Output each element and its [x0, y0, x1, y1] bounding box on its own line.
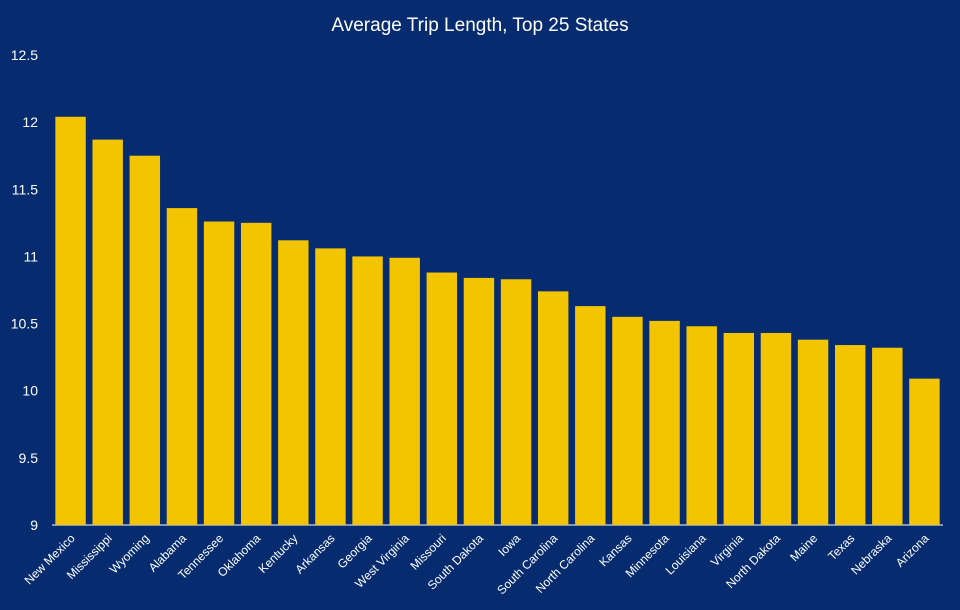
y-tick-label: 11.5: [12, 181, 38, 197]
y-tick-label: 9: [30, 517, 38, 533]
bar: [463, 277, 495, 525]
x-tick-label: Wyoming: [107, 531, 152, 576]
y-axis-tick-labels: 9 9.5 10 10.5 11 11.5 12 12.5: [11, 47, 38, 533]
bar: [55, 116, 86, 526]
x-tick-label: Iowa: [495, 531, 523, 559]
bar: [760, 332, 792, 525]
x-tick-label: Arkansas: [292, 531, 337, 576]
y-tick-label: 11: [23, 248, 38, 264]
x-tick-label: Texas: [825, 531, 857, 563]
bar: [500, 279, 532, 525]
bar: [872, 347, 903, 525]
bars: [55, 116, 940, 526]
bar: [203, 221, 235, 525]
bar: [166, 208, 198, 525]
bar: [834, 345, 866, 525]
bar: [278, 240, 309, 525]
bar: [723, 332, 755, 525]
x-tick-label: Louisiana: [663, 531, 709, 577]
bar: [612, 316, 643, 525]
bar: [537, 291, 569, 525]
bar: [686, 326, 717, 525]
bar: [240, 222, 272, 526]
bar: [315, 248, 346, 525]
bar: [797, 339, 829, 525]
bar: [92, 139, 123, 525]
y-tick-label: 9.5: [19, 450, 39, 466]
bar: [352, 256, 383, 525]
x-tick-label: Nebraska: [848, 531, 894, 577]
y-tick-label: 12: [22, 114, 38, 130]
x-axis-tick-labels: New MexicoMississippiWyomingAlabamaTenne…: [22, 531, 932, 597]
x-tick-label: Arizona: [893, 531, 932, 570]
bar: [909, 378, 940, 525]
bar: [426, 272, 458, 525]
y-tick-label: 10: [22, 383, 38, 399]
chart-title: Average Trip Length, Top 25 States: [331, 15, 628, 36]
y-tick-label: 10.5: [11, 316, 38, 332]
x-tick-label: Maine: [787, 531, 820, 564]
bar: [389, 257, 420, 525]
bar: [649, 320, 680, 525]
bar: [129, 155, 161, 525]
bar: [575, 306, 606, 525]
y-tick-label: 12.5: [11, 47, 38, 63]
